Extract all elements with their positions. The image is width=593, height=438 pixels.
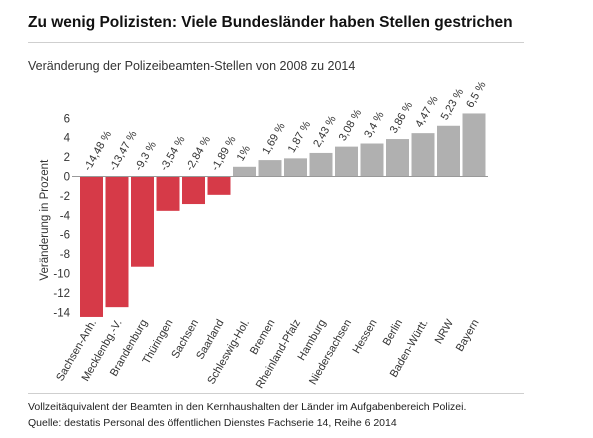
bar-hessen [360, 143, 384, 177]
footnote-text: Vollzeitäquivalent der Beamten in den Ke… [28, 401, 467, 413]
y-axis-title: Veränderung in Prozent [39, 159, 51, 281]
bar-chart: Veränderung in Prozent 6 4 2 0 -2 -4 -6 -8 -10 -1… [39, 79, 489, 390]
y-tick-label: 6 [64, 113, 70, 125]
y-tick-label: -12 [53, 288, 70, 300]
y-tick-label: 4 [64, 133, 71, 145]
bar-berlin [386, 139, 409, 177]
value-label: 3,86 % [388, 100, 416, 136]
bar-sachsen [182, 176, 205, 205]
bar-sachsen-anh- [80, 176, 103, 317]
value-label: 4,47 % [413, 94, 441, 130]
bar-hamburg [309, 152, 333, 177]
footer-divider [28, 393, 524, 394]
value-label: 1,69 % [260, 121, 288, 157]
x-category-label: Bayern [454, 318, 482, 354]
bar-bayern [462, 113, 486, 177]
y-tick-label: -6 [60, 230, 70, 242]
source-text: Quelle: destatis Personal des öffentlich… [28, 417, 397, 429]
value-label: 5,23 % [439, 86, 467, 122]
y-tick-label: 2 [64, 152, 70, 164]
y-tick-label: 0 [64, 172, 70, 184]
chart-title: Zu wenig Polizisten: Viele Bundesländer … [28, 14, 513, 31]
bar-th-ringen [156, 176, 180, 211]
bar-saarland [207, 176, 231, 195]
bar-schleswig-hol- [233, 166, 256, 177]
bar-nrw [437, 125, 460, 177]
value-label: 3,08 % [337, 107, 365, 143]
y-tick-label: -14 [53, 307, 70, 319]
y-tick-label: -2 [60, 191, 70, 203]
value-label: 1,87 % [286, 119, 314, 155]
bar-baden-w-rtt- [411, 133, 435, 177]
value-label: 2,43 % [311, 114, 339, 150]
y-tick-label: -10 [53, 269, 70, 281]
x-category-label: NRW [433, 317, 457, 346]
bar-brandenburg [131, 176, 154, 267]
bar-mecklenbg-v- [105, 176, 129, 308]
value-label: 3,4 % [362, 109, 387, 140]
y-tick-label: -8 [60, 249, 70, 261]
bar-bremen [258, 160, 282, 177]
bar-rheinland-pfalz [284, 158, 307, 177]
x-category-label: Hessen [351, 318, 380, 356]
x-category-label: Berlin [381, 318, 405, 348]
chart-subtitle: Veränderung der Polizeibeamten-Stellen v… [28, 59, 356, 73]
bar-niedersachsen [335, 146, 358, 177]
title-divider [28, 42, 524, 43]
y-tick-label: -4 [60, 210, 71, 222]
value-label: 1% [235, 143, 253, 163]
value-label: 6,5 % [464, 79, 489, 110]
value-label: -9,3 % [133, 139, 159, 173]
